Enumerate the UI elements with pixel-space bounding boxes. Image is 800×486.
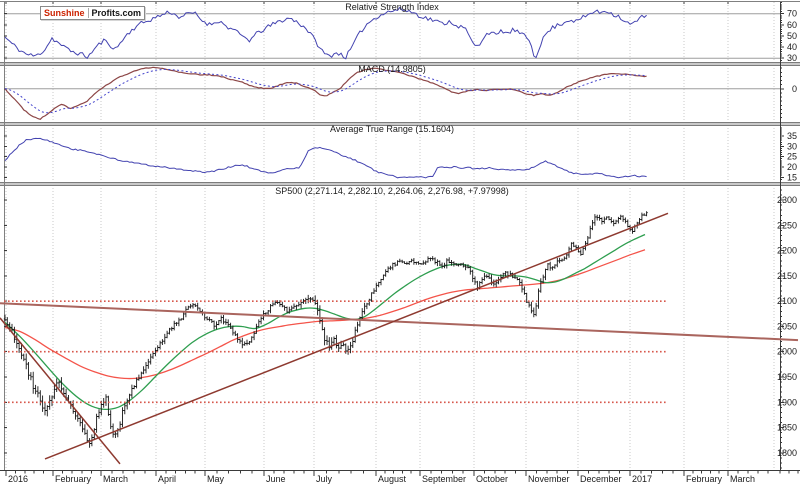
price-axis-label: 1850 <box>777 423 797 433</box>
month-label: February <box>686 474 723 484</box>
brand-sunshine: Sunshine <box>44 8 89 18</box>
month-label: June <box>266 474 286 484</box>
panel-separator <box>0 62 800 66</box>
atr-axis-label: 30 <box>787 141 797 151</box>
trendline-steep-decline <box>0 317 121 465</box>
atr-axis-label: 35 <box>787 131 797 141</box>
rsi-axis-label: 30 <box>787 53 797 63</box>
price-candles <box>3 211 648 448</box>
price-axis-label: 2100 <box>777 296 797 306</box>
month-label: May <box>207 474 225 484</box>
rsi-axis-label: 70 <box>787 9 797 19</box>
atr-axis-label: 15 <box>787 172 797 182</box>
rsi-axis-label: 40 <box>787 42 797 52</box>
price-axis-label: 1800 <box>777 448 797 458</box>
rsi-series-line <box>4 6 647 60</box>
month-label: December <box>580 474 622 484</box>
price-axis-label: 2000 <box>777 347 797 357</box>
price-axis-label: 2150 <box>777 271 797 281</box>
month-label: 2017 <box>632 474 652 484</box>
price-axis-label: 2250 <box>777 220 797 230</box>
atr-axis-label: 20 <box>787 162 797 172</box>
price-axis-label: 1950 <box>777 372 797 382</box>
month-label: July <box>316 474 333 484</box>
month-label: September <box>422 474 466 484</box>
brand-profits: Profits.com <box>91 8 142 18</box>
x-axis-ticks <box>5 2 799 476</box>
trendline-rising-support <box>44 212 669 460</box>
trendline-long-declining-resistance <box>0 302 799 342</box>
month-label: August <box>378 474 407 484</box>
month-label: November <box>528 474 570 484</box>
price-panel-title: SP500 (2,271.14, 2,282.10, 2,264.06, 2,2… <box>275 186 509 196</box>
price-axis-label: 2050 <box>777 321 797 331</box>
rsi-panel-title: Relative Strength Index <box>345 2 439 12</box>
month-label: March <box>730 474 755 484</box>
brand-watermark[interactable]: Sunshine Profits.com <box>40 6 146 20</box>
atr-axis-label: 25 <box>787 152 797 162</box>
price-axis-label: 2300 <box>777 195 797 205</box>
ma-slow-line <box>4 249 646 380</box>
rsi-axis-label: 60 <box>787 20 797 30</box>
macd-series-line <box>4 66 647 120</box>
rsi-axis-label: 50 <box>787 31 797 41</box>
price-axis-label: 1900 <box>777 397 797 407</box>
macd-signal-line <box>4 68 647 114</box>
macd-panel-title: MACD (14.9805) <box>358 64 426 74</box>
month-label: April <box>158 474 176 484</box>
panel-separator <box>0 122 800 126</box>
month-label: March <box>103 474 128 484</box>
month-label: February <box>55 474 92 484</box>
atr-panel-title: Average True Range (15.1604) <box>330 124 454 134</box>
atr-series-line <box>4 137 647 179</box>
macd-axis-label: 0 <box>792 84 797 94</box>
month-label: 2016 <box>8 474 28 484</box>
month-label: October <box>476 474 508 484</box>
y-axis-ticks <box>4 2 784 469</box>
price-axis-label: 2200 <box>777 246 797 256</box>
panel-separator <box>0 182 800 186</box>
